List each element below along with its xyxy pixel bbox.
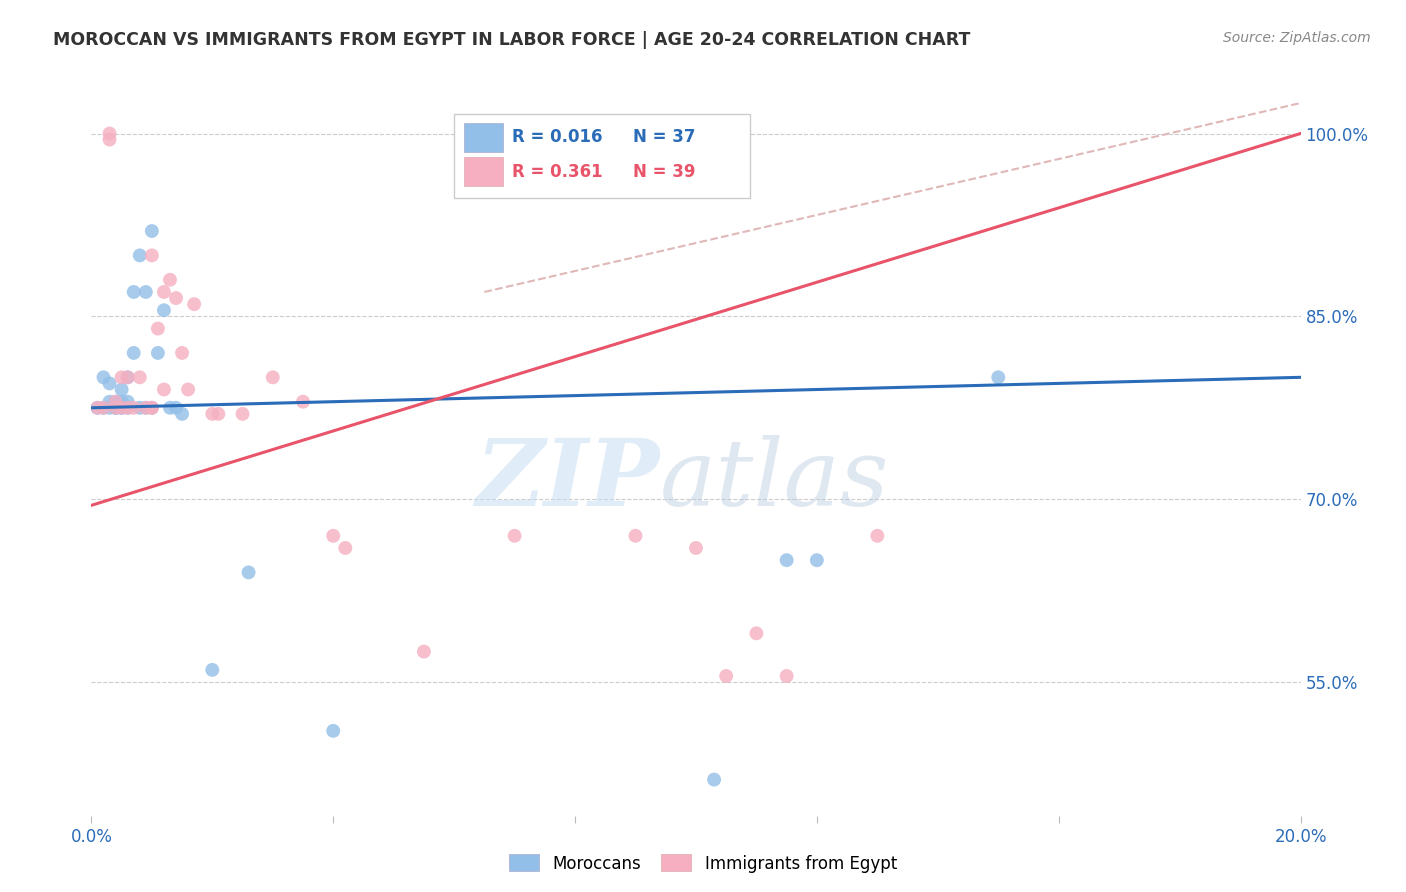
FancyBboxPatch shape <box>454 114 751 198</box>
Text: R = 0.361: R = 0.361 <box>512 162 603 181</box>
Point <box>135 401 157 415</box>
Point <box>624 529 647 543</box>
Point <box>141 401 163 415</box>
Point <box>141 224 163 238</box>
Point <box>117 394 139 409</box>
Text: Source: ZipAtlas.com: Source: ZipAtlas.com <box>1223 31 1371 45</box>
Point <box>104 401 127 415</box>
Point <box>201 407 224 421</box>
Point <box>122 346 145 360</box>
Point <box>685 541 707 555</box>
Point <box>201 663 224 677</box>
Point <box>111 401 132 415</box>
Point <box>322 723 344 738</box>
Point <box>231 407 253 421</box>
Point <box>806 553 828 567</box>
Point <box>93 401 115 415</box>
Point <box>128 401 150 415</box>
Point <box>153 383 176 397</box>
Text: N = 37: N = 37 <box>633 128 696 146</box>
Legend: Moroccans, Immigrants from Egypt: Moroccans, Immigrants from Egypt <box>502 847 904 880</box>
Point <box>117 401 139 415</box>
Point <box>111 401 132 415</box>
Point <box>117 370 139 384</box>
Point <box>262 370 284 384</box>
Point <box>207 407 229 421</box>
Text: ZIP: ZIP <box>475 434 659 524</box>
Point <box>98 376 121 391</box>
Point <box>141 401 163 415</box>
Text: MOROCCAN VS IMMIGRANTS FROM EGYPT IN LABOR FORCE | AGE 20-24 CORRELATION CHART: MOROCCAN VS IMMIGRANTS FROM EGYPT IN LAB… <box>53 31 970 49</box>
Point <box>172 407 194 421</box>
Point <box>104 401 127 415</box>
Point <box>322 529 344 543</box>
Point <box>111 370 132 384</box>
Point <box>413 645 436 659</box>
Point <box>128 248 150 262</box>
Point <box>135 401 157 415</box>
Point <box>703 772 725 787</box>
Point <box>111 394 132 409</box>
Point <box>159 273 181 287</box>
Point <box>159 401 181 415</box>
Point <box>86 401 108 415</box>
Point <box>111 383 132 397</box>
Point <box>122 401 145 415</box>
Point <box>135 285 157 299</box>
Point <box>98 394 121 409</box>
Point <box>714 669 737 683</box>
Point <box>117 401 139 415</box>
Point <box>98 127 121 141</box>
Point <box>104 394 127 409</box>
Point <box>141 248 163 262</box>
Point <box>165 291 187 305</box>
Point <box>177 383 200 397</box>
Point <box>128 370 150 384</box>
Point <box>165 401 187 415</box>
Text: R = 0.016: R = 0.016 <box>512 128 603 146</box>
Point <box>987 370 1010 384</box>
Text: N = 39: N = 39 <box>633 162 696 181</box>
Point <box>238 566 260 580</box>
Point <box>117 370 139 384</box>
Point <box>146 346 169 360</box>
Point <box>153 285 176 299</box>
Point <box>86 401 108 415</box>
Point <box>776 553 799 567</box>
Point <box>93 370 115 384</box>
Point <box>98 133 121 147</box>
Point <box>93 401 115 415</box>
Point <box>503 529 526 543</box>
Point <box>111 401 132 415</box>
Point <box>104 401 127 415</box>
Point <box>104 394 127 409</box>
Point <box>98 401 121 415</box>
Point <box>335 541 357 555</box>
Point <box>776 669 799 683</box>
Point <box>183 297 205 311</box>
Text: atlas: atlas <box>659 434 889 524</box>
Point <box>685 127 707 141</box>
Point <box>122 285 145 299</box>
Point <box>153 303 176 318</box>
Point <box>146 321 169 335</box>
Point <box>292 394 315 409</box>
FancyBboxPatch shape <box>464 123 502 152</box>
Point <box>141 401 163 415</box>
Point <box>172 346 194 360</box>
Point <box>745 626 768 640</box>
Point <box>866 529 889 543</box>
FancyBboxPatch shape <box>464 157 502 186</box>
